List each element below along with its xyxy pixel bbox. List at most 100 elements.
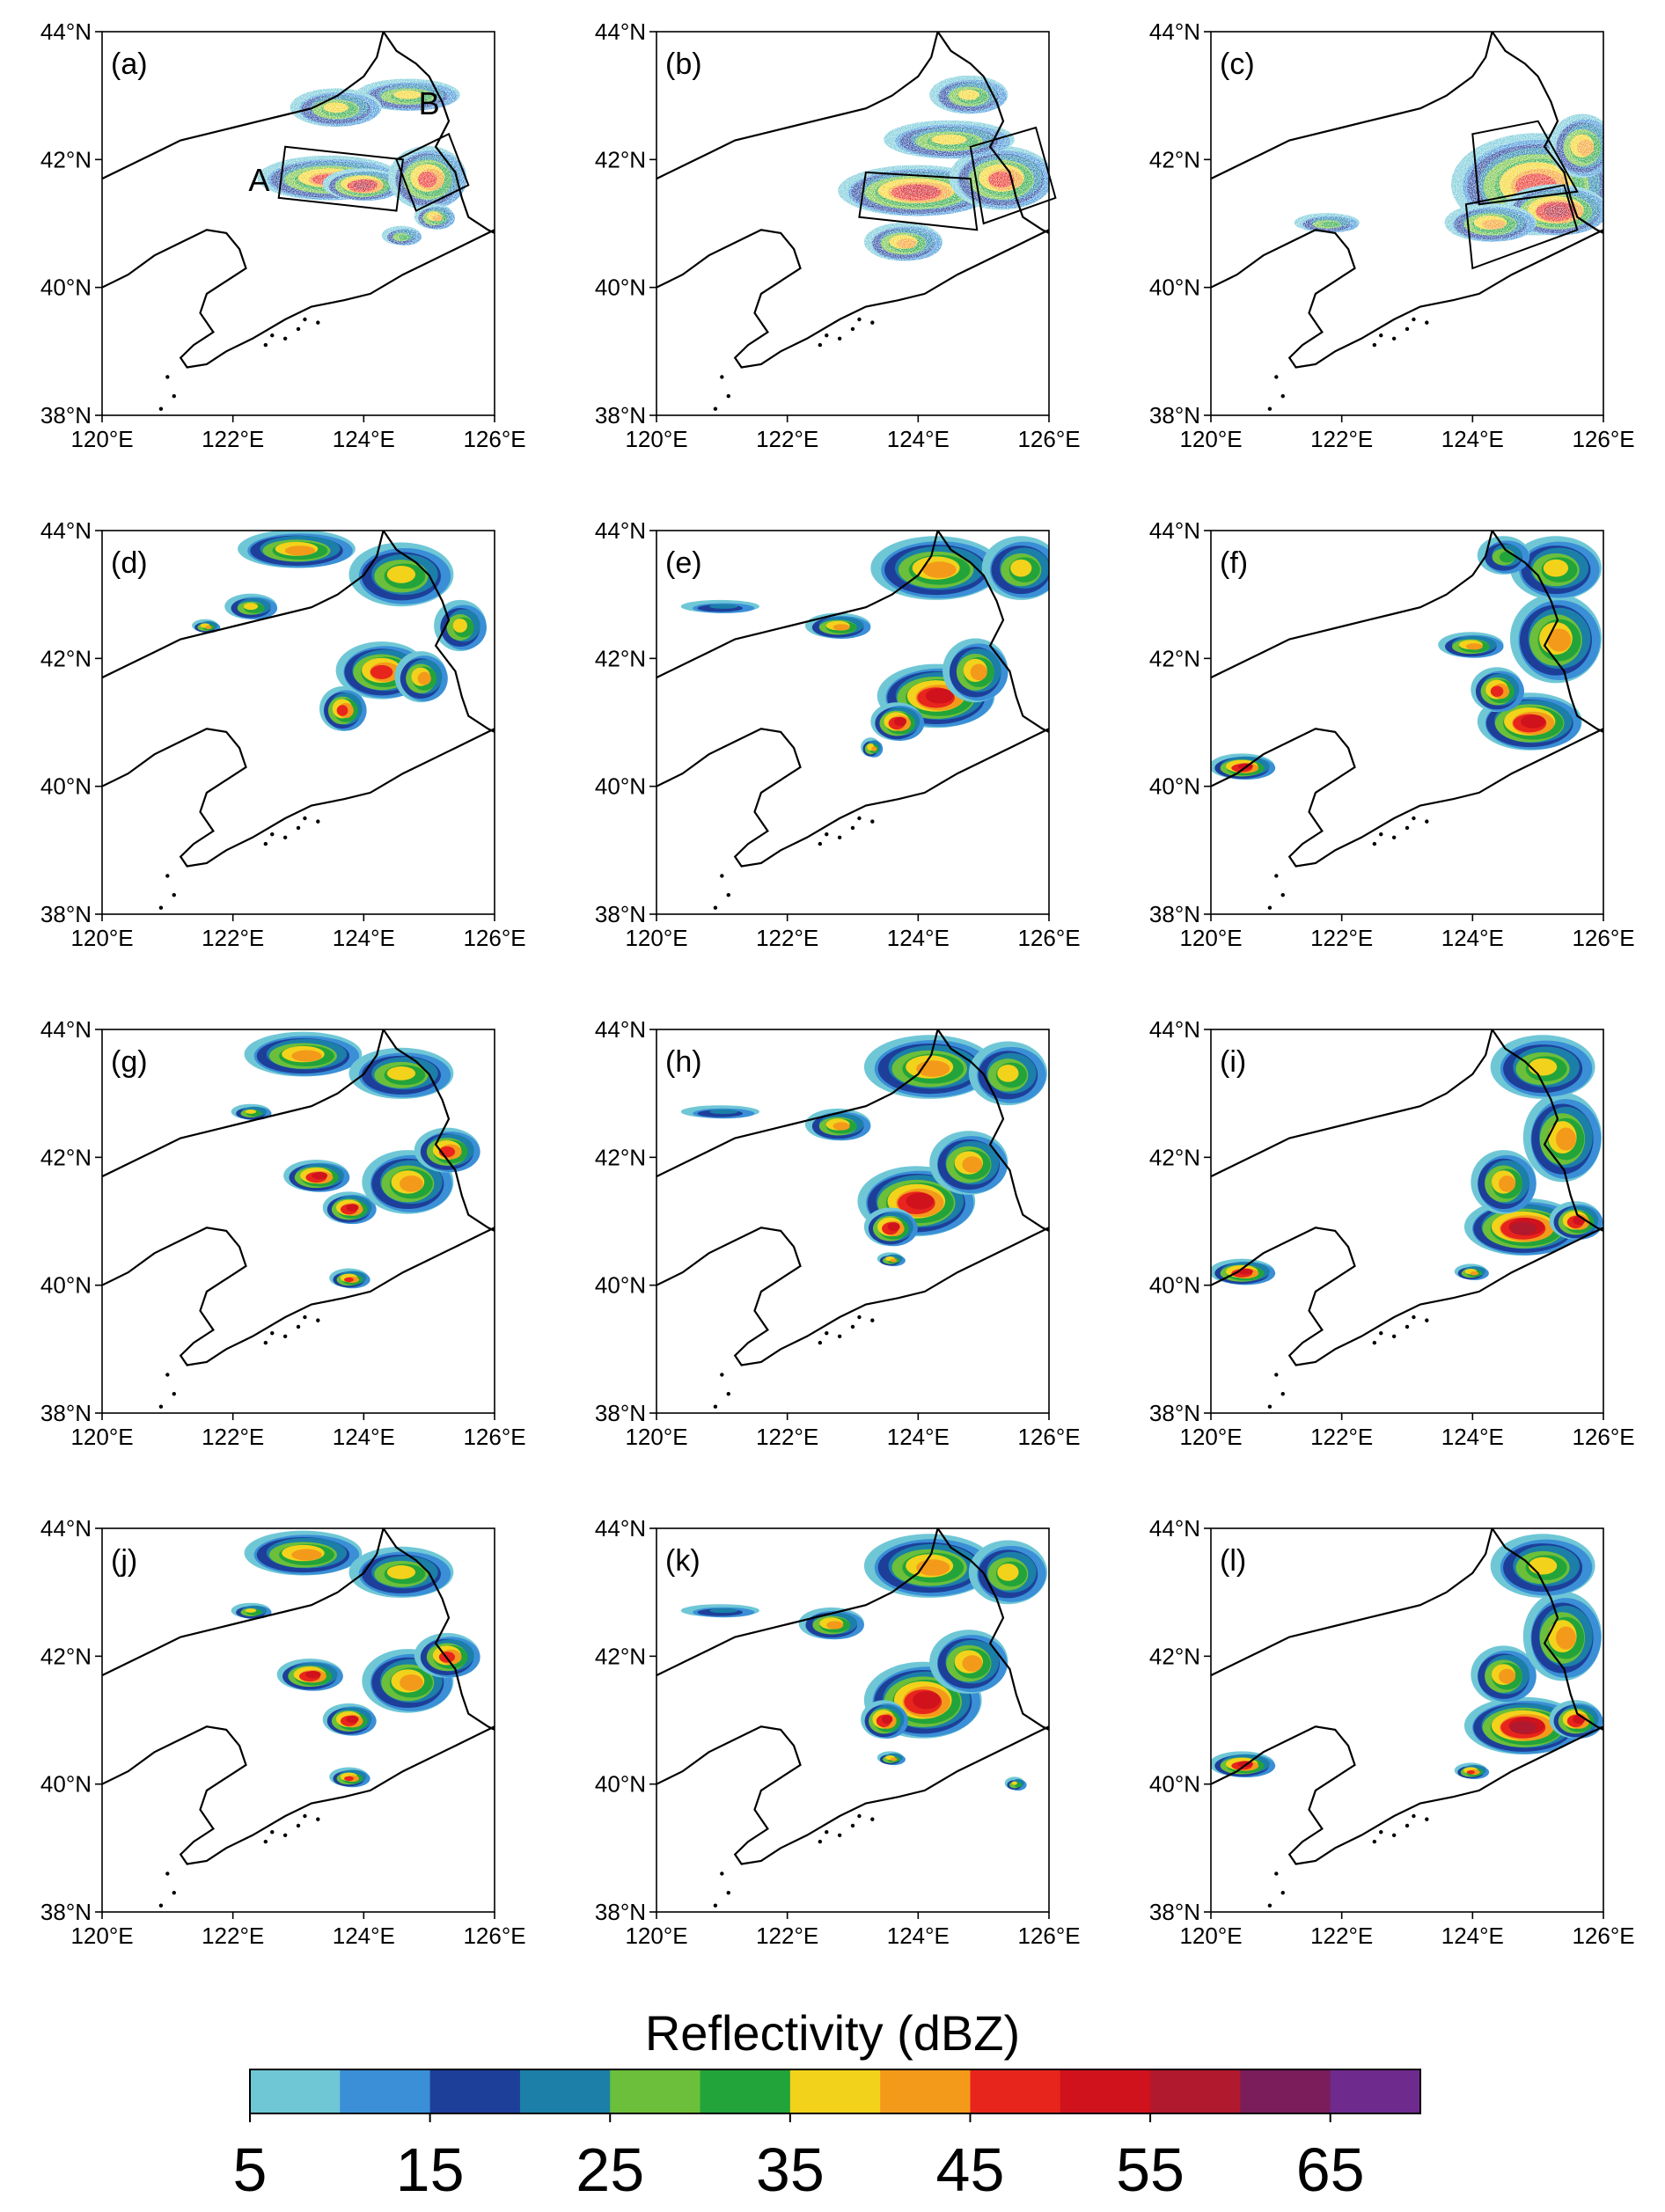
contour-level <box>1482 219 1506 230</box>
panel-label: (f) <box>1220 546 1248 580</box>
contour-level <box>897 238 917 249</box>
panel-label: (e) <box>665 546 702 580</box>
y-tick-label: 38°N <box>1149 1400 1200 1426</box>
coastline <box>1211 1528 1603 1908</box>
y-tick-label: 42°N <box>595 1144 646 1170</box>
coastline <box>1211 1029 1603 1409</box>
y-tick-label: 38°N <box>1149 901 1200 927</box>
x-tick-label: 124°E <box>887 1923 950 1949</box>
panel-label: (i) <box>1220 1045 1246 1079</box>
colorbar-title: Reflectivity (dBZ) <box>645 2005 1020 2061</box>
x-tick-label: 124°E <box>887 1424 950 1450</box>
y-tick-label: 44°N <box>1149 1016 1200 1043</box>
y-tick-label: 38°N <box>1149 402 1200 428</box>
x-tick-label: 122°E <box>756 1923 818 1949</box>
echo-cell <box>348 542 454 607</box>
contour-level <box>432 215 443 222</box>
panel-label: (k) <box>665 1544 700 1578</box>
y-tick-label: 44°N <box>40 18 92 45</box>
echo-cell <box>238 531 356 568</box>
y-tick-label: 44°N <box>1149 517 1200 544</box>
echo-cell <box>877 1252 906 1267</box>
reflectivity-field <box>231 1530 480 1788</box>
echo-cell <box>414 203 456 230</box>
contour-level <box>1573 1714 1586 1725</box>
map-panel-d: 120°E 122°E 124°E 126°E 38°N 40°N 42°N 44°N (d) <box>40 517 526 951</box>
panel-frame <box>1210 31 1604 416</box>
contour-level <box>709 604 738 609</box>
x-tick-label: 120°E <box>1179 1923 1242 1949</box>
contour-level <box>344 1277 354 1283</box>
colorbar-swatch <box>429 2069 521 2113</box>
panel-label: (j) <box>111 1544 137 1578</box>
colorbar-swatch <box>340 2069 431 2113</box>
y-tick-label: 42°N <box>595 645 646 671</box>
contour-level <box>925 688 954 704</box>
coastline <box>1211 531 1603 910</box>
contour-level <box>243 603 259 611</box>
echo-cell <box>680 1105 759 1119</box>
x-tick-label: 122°E <box>202 1923 264 1949</box>
analysis-box <box>395 132 470 212</box>
echo-cell <box>1004 1776 1027 1791</box>
x-tick-label: 124°E <box>333 426 395 452</box>
echo-cell <box>804 1108 871 1141</box>
map-panel-h: 120°E 122°E 124°E 126°E 38°N 40°N 42°N 44°N (h) <box>595 1016 1081 1450</box>
echo-cell <box>1490 1534 1595 1598</box>
y-tick-label: 42°N <box>40 1144 92 1170</box>
y-tick-label: 38°N <box>40 402 92 428</box>
x-tick-label: 124°E <box>887 925 950 951</box>
map-panel-j: 120°E 122°E 124°E 126°E 38°N 40°N 42°N 44°N (j) <box>40 1515 526 1949</box>
contour-level <box>399 234 411 240</box>
panel-label: (h) <box>665 1045 702 1079</box>
contour-level <box>1573 1215 1586 1226</box>
echo-cell <box>1211 1751 1276 1778</box>
y-tick-label: 42°N <box>1149 645 1200 671</box>
x-tick-label: 120°E <box>1179 426 1242 452</box>
contour-level <box>887 1222 900 1232</box>
echo-cell <box>949 145 1049 210</box>
echo-cell <box>322 1191 377 1225</box>
reflectivity-field <box>680 1534 1047 1791</box>
y-tick-label: 44°N <box>595 1515 646 1542</box>
contour-level <box>400 1674 423 1691</box>
map-panel-i: 120°E 122°E 124°E 126°E 38°N 40°N 42°N 44°N (i) <box>1149 1016 1635 1450</box>
contour-level <box>312 1171 328 1180</box>
contour-level <box>1465 643 1483 650</box>
echo-cell <box>348 1047 454 1099</box>
analysis-box <box>1464 184 1579 270</box>
x-tick-label: 124°E <box>333 1424 395 1450</box>
echo-cell <box>414 1127 480 1173</box>
x-tick-label: 124°E <box>1441 925 1504 951</box>
y-tick-label: 44°N <box>595 517 646 544</box>
reflectivity-field <box>680 1035 1047 1267</box>
contour-level <box>1555 1626 1576 1650</box>
reflectivity-field <box>680 536 1049 758</box>
contour-level <box>871 746 877 751</box>
map-panel-l: 120°E 122°E 124°E 126°E 38°N 40°N 42°N 44°N (l) <box>1149 1515 1635 1949</box>
x-tick-label: 120°E <box>625 1424 687 1450</box>
y-tick-label: 40°N <box>40 773 92 800</box>
contour-level <box>1010 559 1032 577</box>
y-tick-label: 40°N <box>595 1771 646 1798</box>
x-tick-label: 124°E <box>333 1923 395 1949</box>
colorbar-swatch <box>250 2069 341 2113</box>
colorbar-tick-label: 55 <box>1116 2135 1185 2204</box>
contour-level <box>1528 1058 1558 1076</box>
contour-level <box>353 182 371 190</box>
contour-level <box>393 90 422 99</box>
contour-level <box>970 663 987 681</box>
colorbar-swatch <box>1060 2069 1151 2113</box>
y-tick-label: 40°N <box>595 1272 646 1299</box>
y-tick-label: 38°N <box>595 901 646 927</box>
echo-cell <box>1477 536 1530 575</box>
contour-level <box>1544 205 1568 218</box>
contour-level <box>890 1258 898 1263</box>
echo-cell <box>981 536 1049 600</box>
contour-level <box>1470 1271 1479 1276</box>
y-tick-label: 44°N <box>1149 1515 1200 1542</box>
y-tick-label: 42°N <box>595 146 646 172</box>
contour-level <box>894 716 907 727</box>
x-tick-label: 126°E <box>1017 1424 1080 1450</box>
y-tick-label: 44°N <box>40 517 92 544</box>
